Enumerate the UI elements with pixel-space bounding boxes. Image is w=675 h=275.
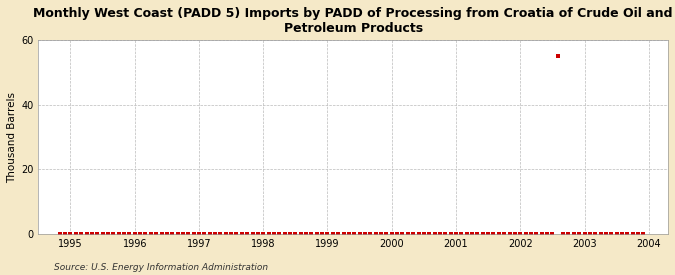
- Y-axis label: Thousand Barrels: Thousand Barrels: [7, 92, 17, 183]
- Title: Monthly West Coast (PADD 5) Imports by PADD of Processing from Croatia of Crude : Monthly West Coast (PADD 5) Imports by P…: [34, 7, 673, 35]
- Text: Source: U.S. Energy Information Administration: Source: U.S. Energy Information Administ…: [54, 263, 268, 272]
